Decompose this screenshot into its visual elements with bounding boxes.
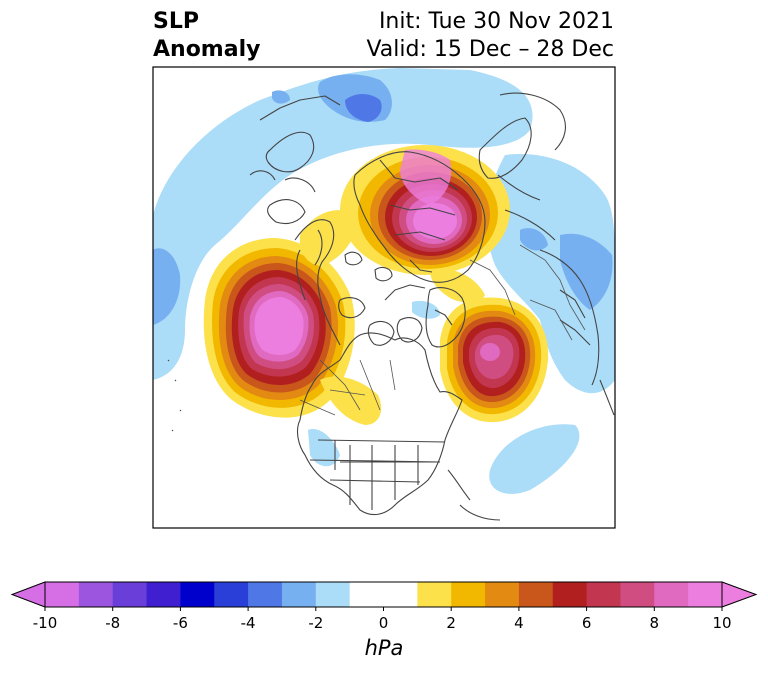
map-title-left: SLP Anomaly [153, 8, 260, 64]
colorbar-segment [586, 582, 621, 607]
colorbar-segment [78, 582, 114, 607]
title-init-date: Init: Tue 30 Nov 2021 [378, 9, 614, 34]
colorbar-segment [688, 582, 723, 607]
map-frame [152, 66, 616, 529]
colorbar-segment [214, 582, 249, 607]
colorbar-segment [485, 582, 520, 607]
title-valid-range: Valid: 15 Dec – 28 Dec [366, 37, 614, 62]
colorbar-segment [383, 582, 418, 607]
political-borders [299, 244, 586, 416]
coastlines [167, 92, 615, 521]
colorbar-tick-label: 6 [581, 614, 592, 632]
colorbar-segment [654, 582, 689, 607]
anomaly-field [153, 67, 615, 528]
colorbar-segment [552, 582, 588, 607]
colorbar [10, 581, 758, 611]
colorbar-tick-label: -8 [105, 614, 121, 632]
colorbar-tick-label: 0 [378, 614, 389, 632]
colorbar-segment [281, 582, 317, 607]
colorbar-segment [180, 582, 215, 607]
colorbar-segment [349, 582, 384, 607]
colorbar-tick-label: 4 [514, 614, 524, 632]
colorbar-extend-max [721, 581, 758, 608]
colorbar-segment [248, 582, 283, 607]
colorbar-tick-label: -4 [240, 614, 256, 632]
colorbar-tick-label: -2 [308, 614, 324, 632]
weak-positive-regions [299, 210, 485, 425]
colorbar-segment [518, 582, 554, 607]
positive-anomaly-atlantic [440, 297, 549, 423]
map-title-right: Init: Tue 30 Nov 2021 Valid: 15 Dec – 28… [366, 8, 614, 64]
colorbar-segment [112, 582, 148, 607]
colorbar-tick-label: 10 [712, 614, 732, 632]
colorbar-extend-min [10, 581, 46, 608]
title-variable-type: Anomaly [153, 37, 261, 62]
colorbar-tick-label: -6 [172, 614, 188, 632]
colorbar-segment [417, 582, 452, 607]
colorbar-tick-label: 2 [446, 614, 456, 632]
colorbar-units-label: hPa [364, 636, 404, 660]
colorbar-segment [620, 582, 655, 607]
colorbar-tick-label: 8 [649, 614, 660, 632]
colorbar-segment [451, 582, 486, 607]
colorbar-segment [45, 582, 80, 607]
positive-anomaly-pacific [203, 238, 355, 418]
colorbar-segment [146, 582, 181, 607]
colorbar-tick-label: -10 [32, 614, 58, 632]
colorbar-segment [315, 582, 351, 607]
title-variable: SLP [153, 9, 199, 34]
positive-anomaly-eurasia [340, 145, 510, 275]
negative-anomaly-regions [153, 68, 615, 494]
